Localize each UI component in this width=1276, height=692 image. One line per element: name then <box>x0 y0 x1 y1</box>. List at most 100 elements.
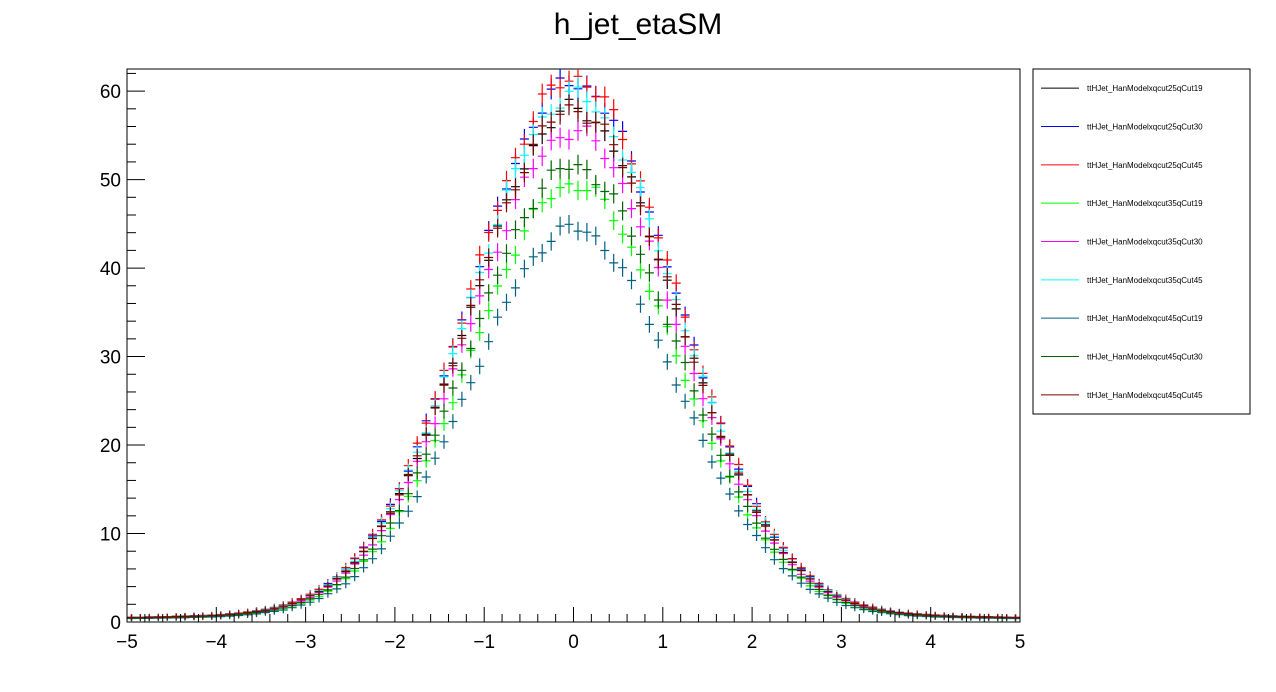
data-point <box>439 416 449 431</box>
data-point <box>644 282 654 301</box>
legend-item: ttHJet_HanModelxqcut45qCut19 <box>1041 314 1203 323</box>
data-point <box>511 220 520 239</box>
data-point <box>609 99 619 120</box>
data-point <box>377 543 386 555</box>
data-point <box>921 611 931 618</box>
data-point <box>644 264 654 282</box>
data-point <box>573 76 583 98</box>
data-point <box>743 518 753 531</box>
x-tick-label: 0 <box>568 632 579 653</box>
data-point <box>546 232 556 251</box>
data-point <box>662 267 672 286</box>
legend-label: ttHJet_HanModelxqcut25qCut45 <box>1087 161 1203 170</box>
data-point <box>511 158 520 179</box>
data-point <box>448 414 458 429</box>
data-point <box>537 178 547 198</box>
data-point <box>752 529 761 541</box>
data-point <box>627 173 636 193</box>
data-point <box>609 134 619 155</box>
data-point <box>394 517 404 529</box>
data-point <box>966 613 976 620</box>
series-1 <box>127 88 1020 621</box>
data-point <box>716 471 726 485</box>
data-point <box>528 247 538 266</box>
data-point <box>698 407 708 423</box>
data-point <box>439 434 449 449</box>
data-point <box>421 427 431 442</box>
data-point <box>564 129 574 150</box>
data-point <box>287 599 297 608</box>
data-point <box>698 377 708 394</box>
data-point <box>689 383 699 399</box>
legend-item: ttHJet_HanModelxqcut25qCut30 <box>1041 123 1203 132</box>
data-point <box>323 581 333 591</box>
data-point <box>189 613 199 620</box>
data-point <box>278 602 288 610</box>
data-point <box>368 543 377 555</box>
data-point <box>412 449 422 463</box>
data-point <box>555 127 565 148</box>
series-3 <box>127 69 1020 621</box>
data-point <box>752 517 761 529</box>
data-point <box>653 291 663 309</box>
data-point <box>555 216 565 236</box>
data-point <box>948 613 958 620</box>
data-point <box>582 91 592 112</box>
data-point <box>412 466 422 480</box>
x-tick-label: 1 <box>658 632 669 653</box>
data-point <box>787 557 797 568</box>
legend-item: ttHJet_HanModelxqcut25qCut45 <box>1041 161 1203 170</box>
data-point <box>770 554 779 565</box>
legend-label: ttHJet_HanModelxqcut45qCut45 <box>1087 391 1203 400</box>
series-9 <box>127 94 1020 621</box>
data-point <box>591 175 601 195</box>
data-point <box>832 592 842 600</box>
series-4 <box>127 174 1020 622</box>
data-point <box>430 400 440 416</box>
data-point <box>716 448 726 463</box>
legend-item: ttHJet_HanModelxqcut25qCut19 <box>1041 84 1203 93</box>
data-point <box>546 111 556 133</box>
data-point <box>252 608 261 615</box>
data-point <box>734 466 744 480</box>
data-point <box>618 225 628 244</box>
legend-item: ttHJet_HanModelxqcut35qCut45 <box>1041 276 1203 285</box>
data-point <box>377 520 386 533</box>
data-point <box>457 362 467 379</box>
data-point <box>350 557 360 568</box>
series-7 <box>127 215 1020 622</box>
data-point <box>1011 614 1020 621</box>
data-point <box>707 405 717 420</box>
y-tick-label: 20 <box>100 436 121 457</box>
data-point <box>519 145 529 166</box>
data-point <box>930 612 940 619</box>
x-tick-label: −5 <box>116 632 138 653</box>
data-point <box>895 609 904 616</box>
series-5 <box>127 115 1020 621</box>
data-point <box>609 157 619 178</box>
x-tick-label: 3 <box>836 632 847 653</box>
data-point <box>555 158 565 179</box>
data-point <box>368 553 377 564</box>
data-point <box>341 566 351 576</box>
data-point <box>484 248 494 267</box>
data-point <box>707 455 717 469</box>
data-point <box>457 330 467 347</box>
data-point <box>475 271 485 289</box>
data-point <box>850 599 860 608</box>
data-point <box>716 429 726 444</box>
data-point <box>680 328 690 346</box>
data-point <box>636 196 645 216</box>
data-point <box>841 596 851 604</box>
data-point <box>618 157 628 178</box>
data-point <box>475 287 485 305</box>
series-6 <box>127 76 1020 621</box>
data-point <box>394 488 404 502</box>
data-point <box>778 563 788 574</box>
data-point <box>689 410 699 426</box>
data-point <box>466 315 476 332</box>
data-point <box>609 184 619 204</box>
data-point <box>680 372 690 389</box>
legend: ttHJet_HanModelxqcut25qCut19 ttHJet_HanMo… <box>1041 84 1203 400</box>
data-point <box>671 316 681 333</box>
